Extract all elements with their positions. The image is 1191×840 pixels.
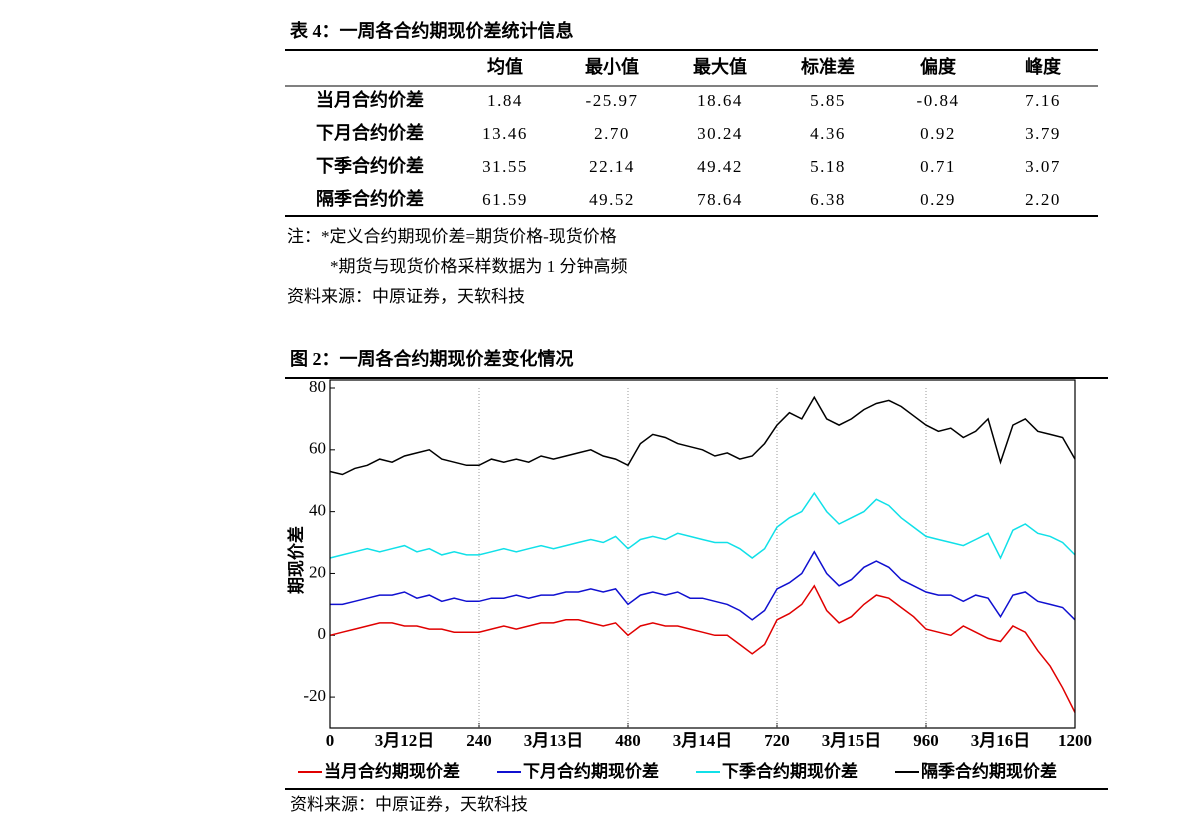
x-tick-label: 3月12日 xyxy=(375,731,435,750)
cell: 2.20 xyxy=(1025,190,1061,209)
legend-label: 下月合约期现价差 xyxy=(523,761,659,781)
x-tick-label: 0 xyxy=(326,731,335,750)
cell: 3.79 xyxy=(1025,124,1061,143)
cell: 4.36 xyxy=(810,124,846,143)
x-tick-label: 960 xyxy=(913,731,939,750)
cell: 6.38 xyxy=(810,190,846,209)
legend-label: 下季合约期现价差 xyxy=(722,761,858,781)
column-header: 标准差 xyxy=(800,56,855,77)
x-tick-label: 3月16日 xyxy=(971,731,1031,750)
plot-frame xyxy=(329,379,1076,729)
column-header: 峰度 xyxy=(1025,56,1062,77)
figure-title: 图 2：一周各合约期现价差变化情况 xyxy=(290,348,574,369)
note: 注：*定义合约期现价差=期货价格-现货价格 xyxy=(287,227,617,246)
column-header: 最小值 xyxy=(585,56,639,77)
x-tick-label: 3月15日 xyxy=(822,731,882,750)
y-tick-label: 0 xyxy=(318,624,327,643)
cell: 78.64 xyxy=(697,190,743,209)
y-tick-label: 20 xyxy=(309,562,326,581)
cell: 5.85 xyxy=(810,91,846,110)
cell: 31.55 xyxy=(482,157,528,176)
cell: 13.46 xyxy=(482,124,528,143)
y-tick-label: 60 xyxy=(309,439,326,458)
y-tick-label: 40 xyxy=(309,501,326,520)
column-header: 均值 xyxy=(487,56,523,77)
note: 资料来源：中原证券，天软科技 xyxy=(287,287,525,306)
cell: -25.97 xyxy=(586,91,639,110)
x-tick-label: 3月14日 xyxy=(673,731,733,750)
y-axis-label: 期现价差 xyxy=(286,526,306,594)
cell: 0.92 xyxy=(920,124,956,143)
x-tick-label: 240 xyxy=(466,731,492,750)
chart: 0 3月12日 240 3月13日 480 3月14日 720 3月15日 960 3月16日 12… xyxy=(286,377,1092,781)
cell: 22.14 xyxy=(589,157,635,176)
cell: 18.64 xyxy=(697,91,743,110)
x-tick-label: 3月13日 xyxy=(524,731,584,750)
x-tick-label: 480 xyxy=(615,731,641,750)
cell: 7.16 xyxy=(1025,91,1061,110)
cell: 0.29 xyxy=(920,190,956,209)
cell: 30.24 xyxy=(697,124,743,143)
cell: 2.70 xyxy=(594,124,630,143)
row-label: 下季合约价差 xyxy=(316,155,424,176)
cell: 3.07 xyxy=(1025,157,1061,176)
cell: 5.18 xyxy=(810,157,846,176)
cell: -0.84 xyxy=(917,91,960,110)
y-tick-label: 80 xyxy=(309,377,326,396)
note: *期货与现货价格采样数据为 1 分钟高频 xyxy=(330,257,628,276)
cell: 49.42 xyxy=(697,157,743,176)
row-label: 隔季合约价差 xyxy=(316,188,424,209)
figure-source: 资料来源：中原证券，天软科技 xyxy=(290,795,528,814)
x-tick-label: 720 xyxy=(764,731,790,750)
table-title: 表 4：一周各合约期现价差统计信息 xyxy=(290,20,574,41)
cell: 0.71 xyxy=(920,157,956,176)
row-label: 下月合约价差 xyxy=(316,122,424,143)
series-line xyxy=(329,491,1076,560)
legend-label: 当月合约期现价差 xyxy=(324,761,460,781)
cell: 49.52 xyxy=(589,190,635,209)
cell: 1.84 xyxy=(487,91,523,110)
series-line xyxy=(329,395,1076,476)
series-line xyxy=(329,584,1076,713)
series-line xyxy=(330,550,1076,621)
y-tick-label: -20 xyxy=(303,686,326,705)
cell: 61.59 xyxy=(482,190,528,209)
legend-label: 隔季合约期现价差 xyxy=(921,761,1057,781)
x-tick-label: 1200 xyxy=(1058,731,1092,750)
column-header: 偏度 xyxy=(920,56,957,77)
column-header: 最大值 xyxy=(693,56,747,77)
row-label: 当月合约价差 xyxy=(316,89,424,110)
